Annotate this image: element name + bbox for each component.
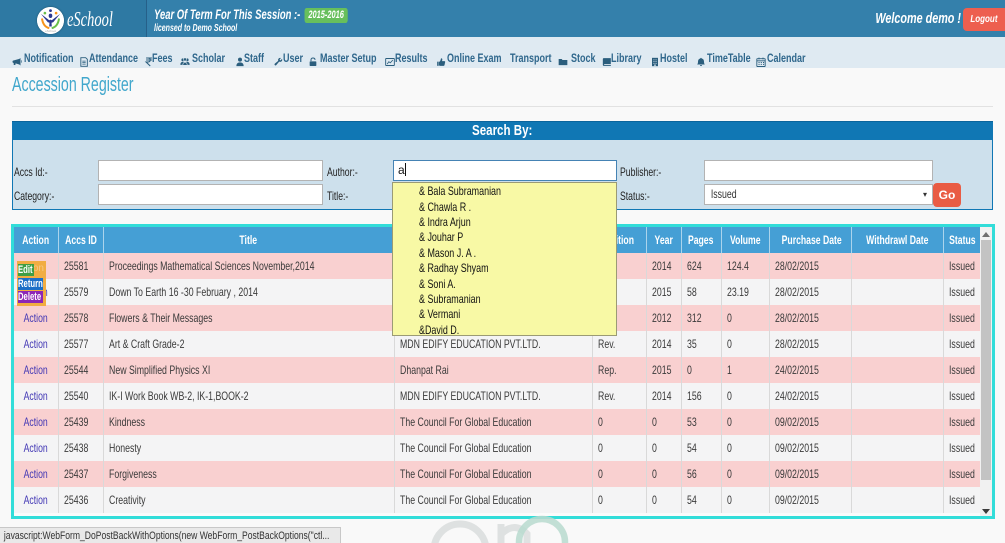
svg-text:eSchool: eSchool xyxy=(45,29,56,33)
